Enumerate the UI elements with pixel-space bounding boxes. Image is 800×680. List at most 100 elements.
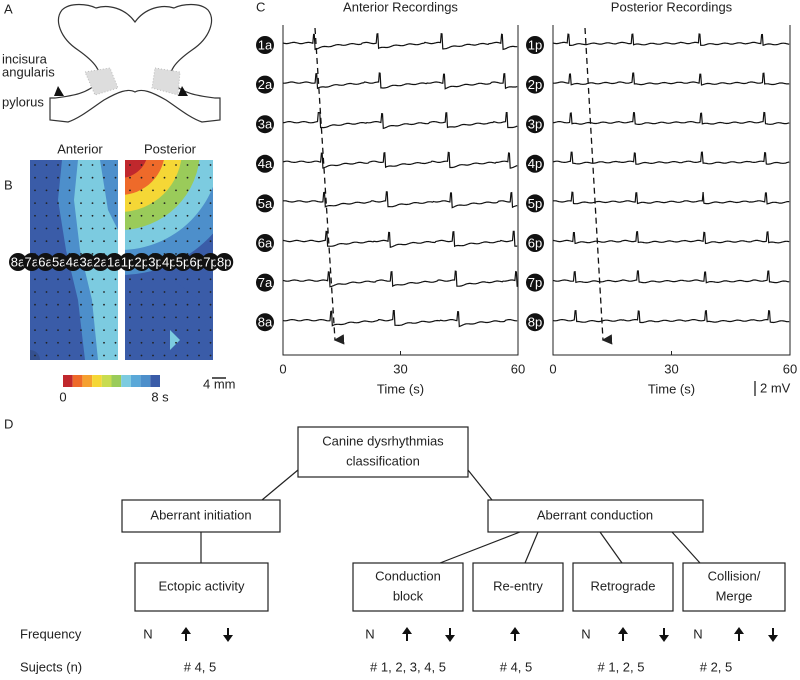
- propagation-line: [584, 27, 613, 345]
- electrode-dot: [140, 189, 143, 192]
- trace: [552, 111, 790, 125]
- channel-marker: [256, 273, 274, 292]
- colorbar-swatch: [150, 375, 160, 387]
- channel-label: 2p: [528, 77, 542, 92]
- node-box: [472, 562, 564, 612]
- electrode-dot: [114, 303, 117, 306]
- electrode: [132, 253, 151, 271]
- electrode-dot: [163, 164, 166, 166]
- electrode-dot: [114, 291, 117, 293]
- electrode-dot: [114, 278, 117, 281]
- electrode-dot: [34, 341, 36, 344]
- electrode: [91, 253, 110, 271]
- annotation: angularis: [2, 64, 55, 79]
- frequency-row: N N N N # 4, 5 # 1, 2, 3, 4, 5 # 4, 5 # 1, 2, 5…: [143, 626, 778, 674]
- electrode-dot: [103, 189, 105, 192]
- arrow-head: [223, 635, 233, 642]
- electrode-dot: [186, 278, 189, 281]
- electrode: [201, 253, 220, 271]
- node-box: [487, 499, 704, 533]
- electrode-dot: [91, 316, 94, 319]
- electrode-dot: [68, 354, 71, 357]
- plot-title: Anterior Recordings: [343, 0, 458, 14]
- electrode-dot: [129, 176, 131, 179]
- electrode-dot: [209, 164, 212, 166]
- electrode-dot: [209, 189, 212, 192]
- arrow-head: [659, 635, 669, 642]
- node-label: Aberrant conduction: [537, 507, 653, 522]
- electrode-dot: [140, 214, 143, 217]
- row-label: Frequency: [20, 626, 82, 641]
- electrode-dot: [34, 329, 36, 331]
- channel-label: 8p: [528, 315, 542, 330]
- trace: [282, 32, 518, 51]
- plot-title: Posterior Recordings: [611, 0, 733, 14]
- electrode-dot: [163, 240, 166, 243]
- channel-marker: [526, 154, 544, 173]
- electrode-dot: [163, 354, 166, 357]
- electrode-dot: [163, 189, 166, 192]
- shaded-region: [84, 67, 181, 96]
- electrode-dot: [114, 316, 117, 319]
- electrode-dot: [103, 303, 105, 306]
- electrode-dot: [68, 316, 71, 319]
- electrode-dot: [45, 227, 48, 230]
- colorbar-swatch: [130, 375, 141, 387]
- electrode-label: 5p: [176, 254, 190, 269]
- electrode-dot: [114, 354, 117, 357]
- electrode-dot: [186, 164, 189, 166]
- electrode-dot: [186, 189, 189, 192]
- electrode-dot: [152, 291, 154, 293]
- electrode-dot: [45, 329, 48, 331]
- trace: [552, 151, 790, 165]
- electrode-dot: [198, 278, 200, 281]
- electrode-dot: [198, 176, 200, 179]
- electrode-dot: [209, 316, 212, 319]
- channel-marker: [526, 36, 544, 54]
- electrode-dot: [163, 214, 166, 217]
- panel-label: B: [4, 177, 13, 192]
- channel-label: 5a: [258, 196, 273, 211]
- channel-label: 6a: [258, 235, 273, 250]
- electrode-dot: [129, 240, 131, 243]
- electrode-dot: [80, 253, 82, 255]
- electrode-dot: [34, 303, 36, 306]
- electrode-dot: [91, 227, 94, 230]
- channel-marker: [256, 313, 274, 332]
- arrow-head: [510, 627, 520, 634]
- electrode-dot: [80, 189, 82, 192]
- electrode-dot: [140, 227, 143, 230]
- electrode-dot: [186, 214, 189, 217]
- type-nodes: Ectopic activity Conduction block Re-entry R…: [134, 562, 786, 612]
- electrode-dot: [57, 189, 59, 192]
- subjects: # 2, 5: [700, 659, 733, 674]
- channel-marker: [256, 194, 274, 213]
- electrode-dot: [80, 316, 82, 319]
- electrode-dot: [45, 278, 48, 281]
- trace: [552, 310, 790, 324]
- electrode-dot: [140, 303, 143, 306]
- electrode: [174, 253, 192, 271]
- electrode-dot: [163, 303, 166, 306]
- electrode-dot: [103, 329, 105, 331]
- channel-label: 4p: [528, 156, 542, 171]
- colorbar-swatch: [140, 375, 151, 387]
- electrode-dot: [152, 316, 154, 319]
- electrode-dot: [186, 316, 189, 319]
- arrow-head: [445, 635, 455, 642]
- electrode-dot: [186, 291, 189, 293]
- electrode-dot: [114, 227, 117, 230]
- electrode-dot: [34, 189, 36, 192]
- x-tick-label: 60: [511, 361, 525, 376]
- trace: [282, 270, 518, 288]
- electrode-dot: [57, 329, 59, 331]
- trace: [552, 270, 790, 284]
- channel-marker: [526, 194, 544, 213]
- electrode-dot: [198, 214, 200, 217]
- electrode-dot: [103, 227, 105, 230]
- electrode-dot: [45, 354, 48, 357]
- subjects: # 4, 5: [184, 659, 217, 674]
- annotation: incisura: [2, 51, 48, 66]
- electrode-dot: [91, 176, 94, 179]
